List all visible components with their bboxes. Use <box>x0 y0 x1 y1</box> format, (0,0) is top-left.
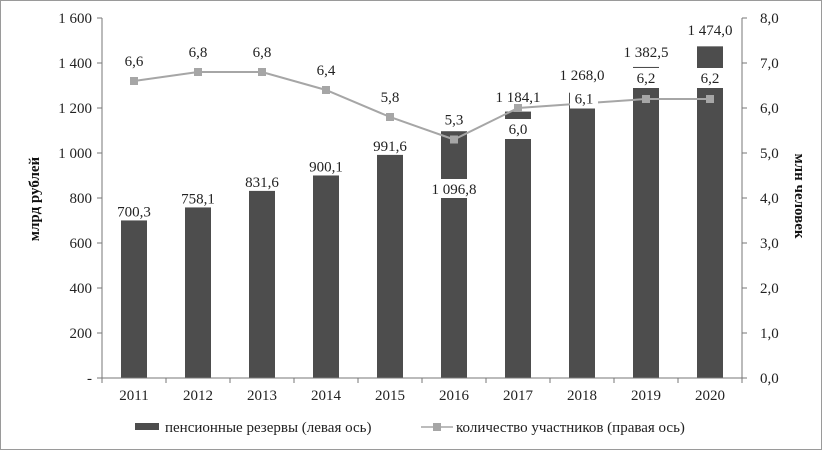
left-tick-label: 1 400 <box>58 56 92 72</box>
right-tick-label: 7,0 <box>760 56 779 72</box>
x-tick-label: 2018 <box>567 388 597 404</box>
bar-data-label: 991,6 <box>373 139 407 155</box>
bar <box>633 66 659 378</box>
x-tick-label: 2015 <box>375 388 405 404</box>
x-tick-label: 2013 <box>247 388 277 404</box>
line-data-label: 6,8 <box>253 45 272 61</box>
bar <box>249 190 275 378</box>
bar-series <box>121 46 723 378</box>
left-tick-label: 800 <box>70 191 93 207</box>
left-axis: - 200 400 600 800 1 000 1 200 1 400 1 600 <box>58 11 103 387</box>
left-tick-label: 1 600 <box>58 11 92 27</box>
right-tick-label: 5,0 <box>760 146 779 162</box>
line-marker <box>450 135 458 144</box>
line-marker <box>642 95 650 103</box>
line-data-label: 6,2 <box>701 71 720 87</box>
line-data-labels: 6,6 6,8 6,8 6,4 5,8 5,3 6,0 6,1 6,2 6,2 <box>125 45 724 139</box>
x-tick-label: 2012 <box>183 388 213 404</box>
legend-line-label: количество участников (правая ось) <box>456 420 685 436</box>
legend-bar-swatch <box>135 423 159 430</box>
line-marker <box>706 95 714 103</box>
right-axis-title: млн человек <box>791 153 807 238</box>
line-data-label: 5,8 <box>381 90 400 106</box>
line-label-bg <box>632 68 660 88</box>
line-data-label: 6,0 <box>509 122 528 138</box>
left-tick-label: 1 000 <box>58 146 92 162</box>
bar <box>505 111 531 378</box>
bar-data-label: 1 268,0 <box>560 68 605 84</box>
line-data-label: 5,3 <box>445 113 464 129</box>
bar-data-label: 1 184,1 <box>496 90 541 106</box>
x-tick-label: 2014 <box>311 388 342 404</box>
line-data-label: 6,1 <box>575 92 594 108</box>
line-data-label: 6,2 <box>637 71 656 87</box>
left-tick-label: 400 <box>70 281 93 297</box>
x-tick-label: 2017 <box>503 388 534 404</box>
bar <box>377 154 403 378</box>
line-label-bg <box>504 119 532 139</box>
line-data-label: 6,4 <box>317 63 336 79</box>
bar-data-label: 700,3 <box>117 204 151 220</box>
x-tick-label: 2016 <box>439 388 470 404</box>
line-marker <box>386 113 394 121</box>
right-tick-label: 0,0 <box>760 371 779 387</box>
line-series <box>130 68 714 144</box>
line-label-bg <box>696 68 724 88</box>
x-axis: 2011 2012 2013 2014 2015 2016 2017 2018 2019 2020 <box>101 377 743 404</box>
line-marker <box>258 68 266 76</box>
right-tick-label: 1,0 <box>760 326 779 342</box>
line-marker <box>194 68 202 76</box>
right-tick-label: 4,0 <box>760 191 779 207</box>
right-tick-label: 2,0 <box>760 281 779 297</box>
bar-data-labels: 700,3 758,1 831,6 900,1 991,6 1 096,8 1 184,1 1… <box>117 23 732 220</box>
bar <box>185 207 211 378</box>
bar-data-label: 831,6 <box>245 175 279 191</box>
right-tick-label: 8,0 <box>760 11 779 27</box>
bar-data-label: 758,1 <box>181 191 215 207</box>
line-marker <box>322 86 330 94</box>
x-tick-label: 2019 <box>631 388 661 404</box>
line-marker <box>130 77 138 85</box>
x-tick-label: 2011 <box>119 388 148 404</box>
bar <box>569 92 595 378</box>
line-marker <box>514 104 522 112</box>
left-tick-label: 200 <box>70 326 93 342</box>
line-path <box>133 71 710 141</box>
legend-bar-label: пенсионные резервы (левая ось) <box>165 420 371 436</box>
bar-data-label: 1 096,8 <box>432 182 477 198</box>
line-data-label: 6,6 <box>125 54 144 70</box>
legend: пенсионные резервы (левая ось) количеств… <box>135 420 685 436</box>
legend-line-marker <box>433 423 441 431</box>
left-tick-label: 600 <box>70 236 93 252</box>
right-tick-label: 6,0 <box>760 101 779 117</box>
bar-data-label: 1 474,0 <box>688 23 733 39</box>
left-tick-label: 1 200 <box>58 101 92 117</box>
left-axis-title: млрд рублей <box>27 156 43 241</box>
line-label-bg <box>570 88 598 109</box>
bar <box>313 175 339 378</box>
bar-data-label: 900,1 <box>309 159 343 175</box>
right-tick-label: 3,0 <box>760 236 779 252</box>
bar-data-label: 1 382,5 <box>624 45 669 61</box>
bar <box>441 131 467 378</box>
x-tick-label: 2020 <box>695 388 725 404</box>
left-tick-label: - <box>87 371 92 387</box>
bar <box>121 220 147 378</box>
line-data-label: 6,8 <box>189 45 208 61</box>
right-axis: 0,0 1,0 2,0 3,0 4,0 5,0 6,0 7,0 8,0 <box>741 11 779 387</box>
bar-label-bg <box>425 179 483 198</box>
